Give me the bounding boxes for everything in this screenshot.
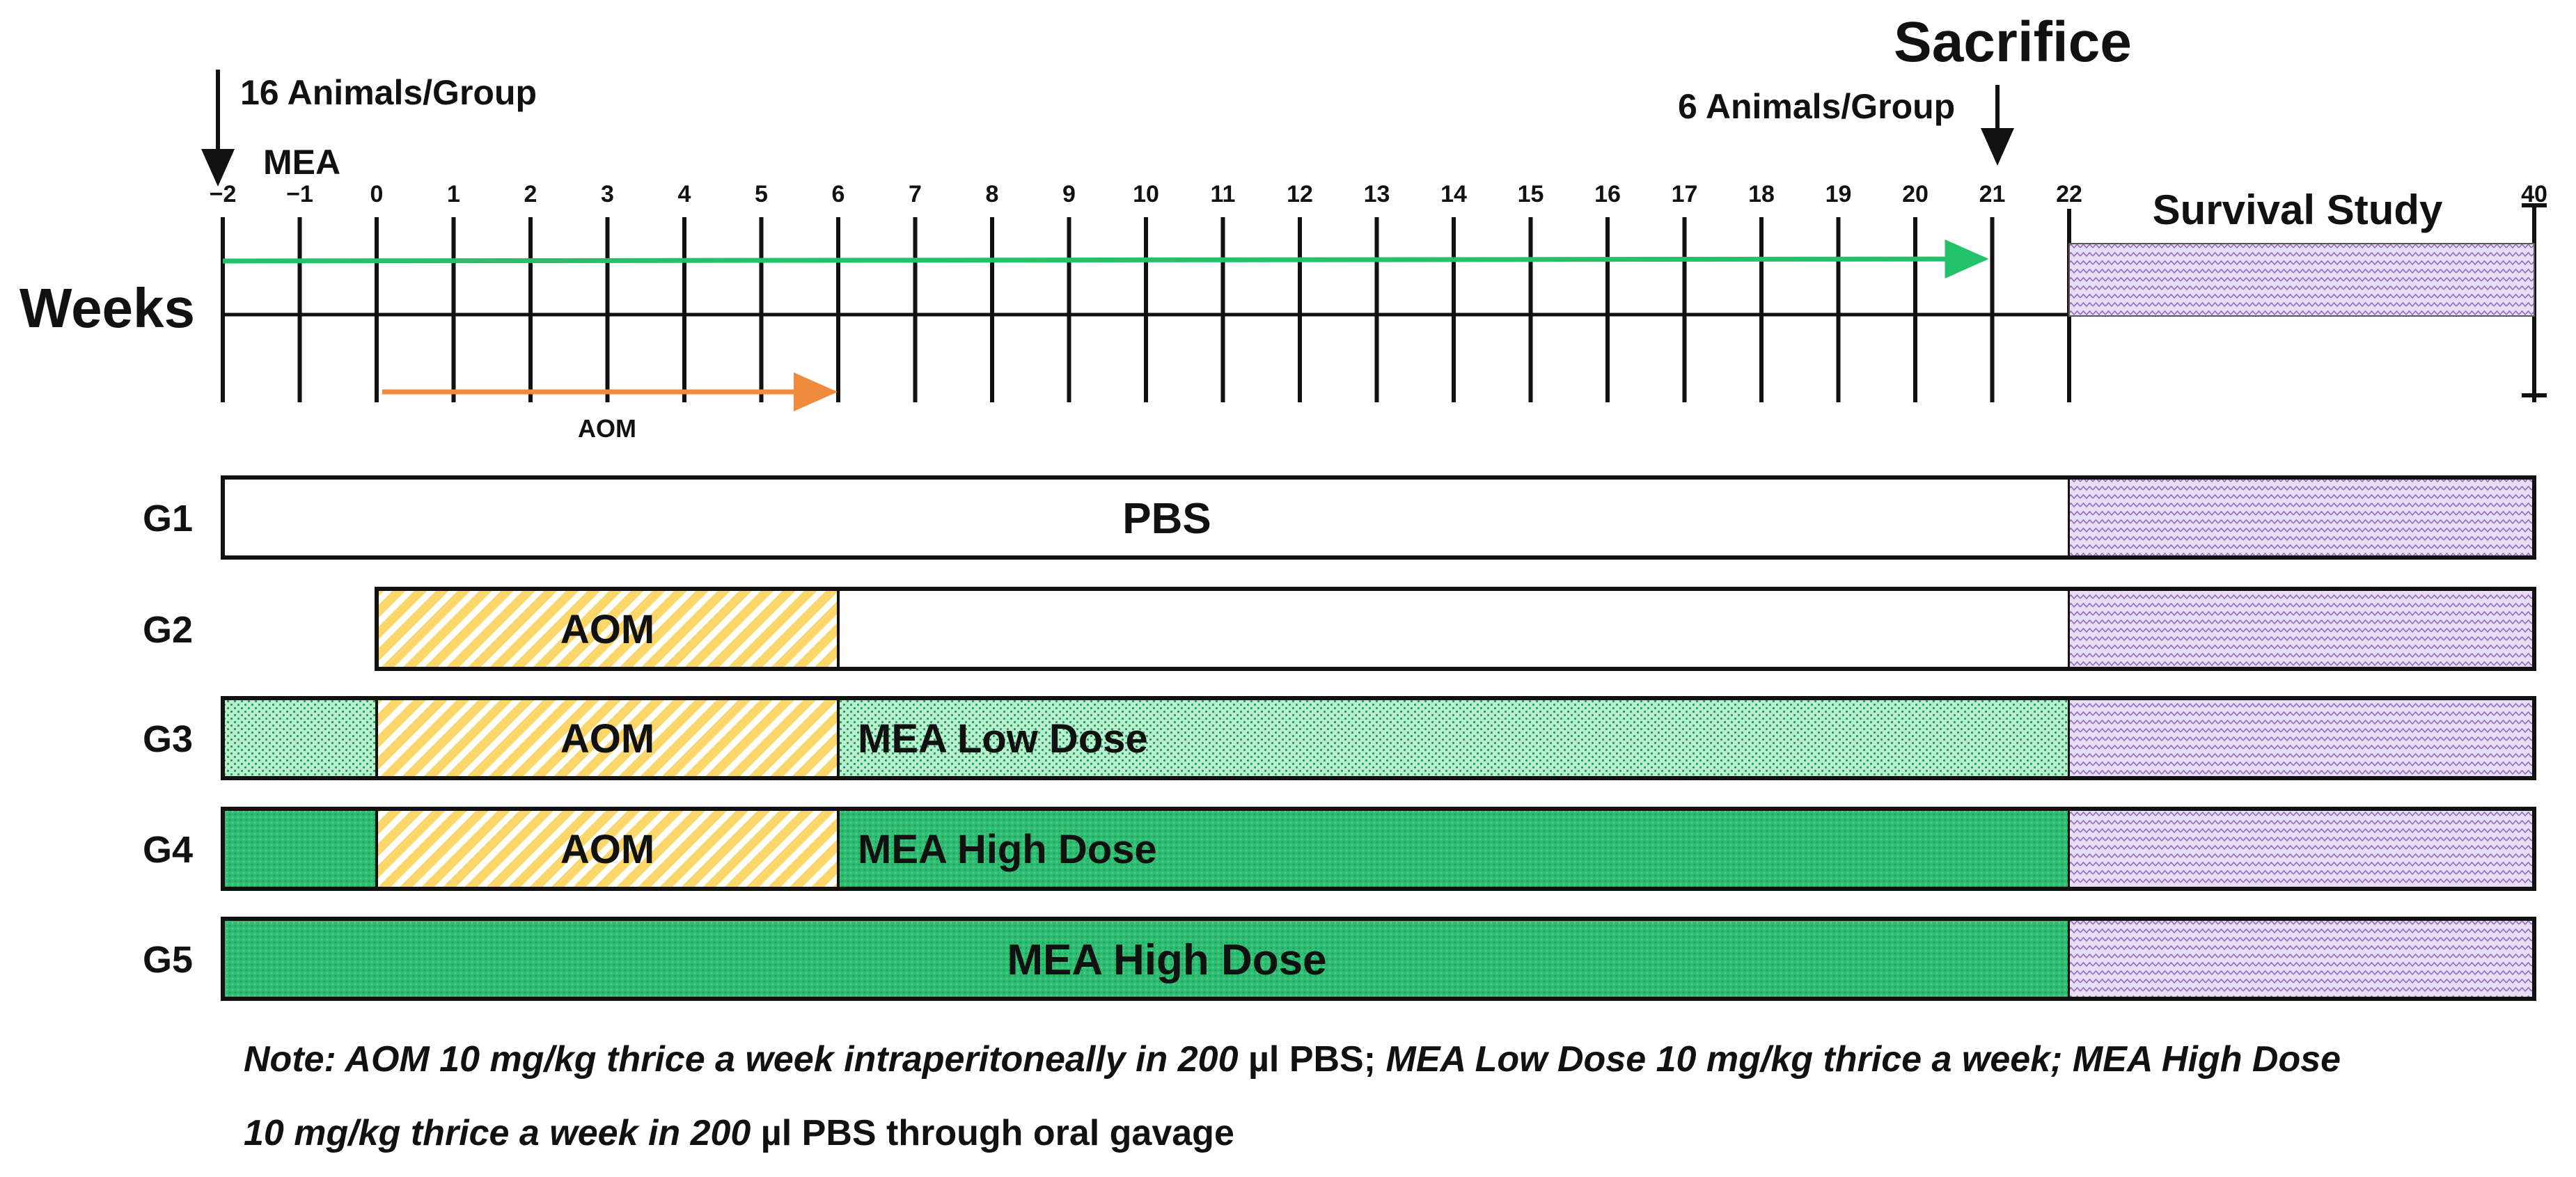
group-label: G5 <box>143 939 193 981</box>
sacrifice-title: Sacrifice <box>1894 10 2132 74</box>
footnote-line-1: Note: AOM 10 mg/kg thrice a week intrape… <box>244 1038 2541 1080</box>
segment-label: AOM <box>560 716 654 761</box>
week-tick-label: 7 <box>909 181 922 207</box>
group-bar-frame <box>221 475 2536 560</box>
week-tick-label: 20 <box>1902 181 1929 207</box>
group-center-label: MEA High Dose <box>1007 936 1326 984</box>
week-tick-label: 3 <box>601 181 614 207</box>
segment-high <box>837 807 2071 890</box>
segment-high <box>221 807 378 890</box>
aom-arrow-label: AOM <box>578 414 636 443</box>
group-bar-frame <box>221 917 2536 1001</box>
week-tick-label: 9 <box>1062 181 1076 207</box>
week-tick-label: 1 <box>447 181 460 207</box>
segment-survival <box>2068 697 2535 779</box>
week-tick-label: −2 <box>210 181 237 207</box>
mea-treatment-arrow <box>222 239 1989 279</box>
segment-survival <box>2068 477 2535 558</box>
segment-survival <box>2068 588 2535 670</box>
segment-label: AOM <box>560 607 654 652</box>
group-row-g5: G5 MEA High Dose <box>143 917 2536 1001</box>
segment-survival <box>2068 808 2535 890</box>
week-tick-label: 40 <box>2521 181 2547 207</box>
segment-low <box>837 697 2071 780</box>
group-row-g1: G1 PBS <box>143 475 2536 560</box>
segment-low <box>221 697 378 780</box>
group-bars: G1 PBS G2 AOM G3 AOM MEA Low Dose G4 AOM MEA High… <box>143 475 2536 1001</box>
note-part-1c: MEA Low Dose 10 mg/kg thrice a week; MEA… <box>1385 1039 2341 1080</box>
mea-label: MEA <box>263 143 340 182</box>
group-label: G4 <box>143 829 193 871</box>
week-tick-label: 8 <box>986 181 999 207</box>
week-tick-label: 11 <box>1211 181 1236 207</box>
footnote-line-2: 10 mg/kg thrice a week in 200 µl PBS thr… <box>244 1112 2541 1154</box>
group-row-g4: G4 AOM MEA High Dose <box>143 807 2536 891</box>
note-part-2b: µl PBS through oral gavage <box>751 1113 1234 1153</box>
segment-white <box>221 476 2071 559</box>
week-tick-label: 18 <box>1748 181 1775 207</box>
week-tick-label: 22 <box>2056 181 2082 207</box>
week-tick-label: 21 <box>1979 181 2006 207</box>
survival-study-label: Survival Study <box>2153 187 2443 233</box>
week-tick-label: 6 <box>832 181 845 207</box>
segment-white <box>837 587 2071 670</box>
week-tick-label: 17 <box>1672 181 1698 207</box>
week-tick-label: 5 <box>755 181 768 207</box>
group-center-label: PBS <box>1122 495 1211 543</box>
group-bar-frame <box>375 587 2536 671</box>
week-tick-label: 13 <box>1364 181 1390 207</box>
start-group-label: 16 Animals/Group <box>240 73 537 112</box>
note-part-1a: Note: AOM 10 mg/kg thrice a week intrape… <box>244 1039 1239 1080</box>
group-row-g2: G2 AOM <box>143 587 2536 671</box>
week-tick-label: 15 <box>1518 181 1544 207</box>
group-bar-frame <box>221 696 2536 780</box>
group-label: G3 <box>143 718 193 760</box>
group-row-g3: G3 AOM MEA Low Dose <box>143 696 2536 780</box>
note-part-2a: 10 mg/kg thrice a week in 200 <box>244 1113 751 1153</box>
note-part-1b: µl PBS; <box>1238 1039 1386 1080</box>
week-tick-label: 14 <box>1440 181 1467 207</box>
week-tick-label: 2 <box>524 181 537 207</box>
segment-label: AOM <box>560 827 654 872</box>
group-label: G1 <box>143 498 193 539</box>
segment-high <box>221 917 2071 1000</box>
timeline: −2 −1 0 1 2 3 4 5 6 7 8 9 10 11 12 13 14 15 16 17 18 19 20 21 22… <box>210 181 2547 443</box>
week-tick-label: 4 <box>678 181 691 207</box>
segment-label: MEA High Dose <box>858 827 1157 872</box>
week-tick-label: 19 <box>1825 181 1852 207</box>
segment-label: MEA Low Dose <box>858 716 1148 761</box>
week-tick-label: 12 <box>1287 181 1313 207</box>
week-tick-label: 16 <box>1594 181 1621 207</box>
weeks-label: Weeks <box>19 277 195 339</box>
week-tick-label: 10 <box>1133 181 1159 207</box>
segment-survival <box>2068 918 2535 1000</box>
week-tick-label: 0 <box>370 181 384 207</box>
week-tick-label: −1 <box>286 181 313 207</box>
survival-study-box <box>2068 243 2535 317</box>
group-bar-frame <box>221 807 2536 891</box>
group-label: G2 <box>143 609 193 651</box>
sacrifice-group-label: 6 Animals/Group <box>1678 87 1955 126</box>
